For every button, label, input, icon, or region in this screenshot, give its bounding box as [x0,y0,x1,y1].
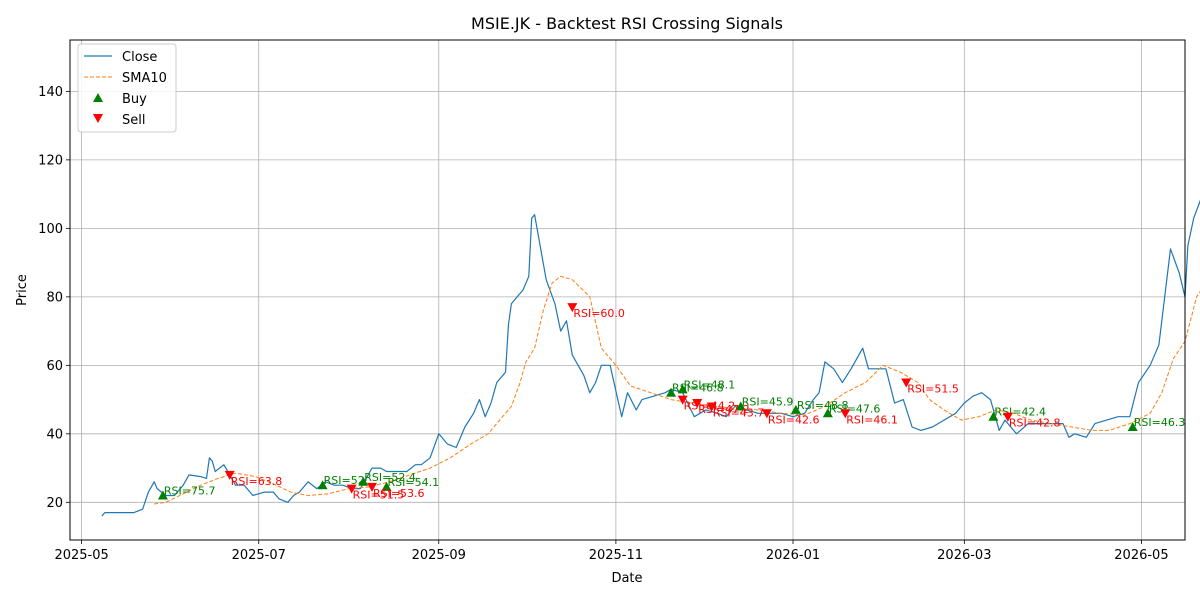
sell-signal-label: RSI=51.5 [907,382,959,395]
buy-marker [666,387,677,397]
x-tick-label: 2025-11 [589,548,643,563]
y-tick-label: 100 [38,222,63,237]
plot-frame [69,39,1186,541]
legend-sell-marker [93,114,103,123]
buy-marker [677,384,688,394]
sell-marker [567,303,578,313]
sell-signal-label: RSI=42.6 [768,413,820,426]
legend-sell-label: Sell [122,113,145,128]
buy-marker [157,490,168,500]
y-tick-label: 40 [46,427,63,442]
buy-signal-label: RSI=52 [324,474,365,487]
sell-signal-label: RSI=43.7 [713,406,765,419]
buy-signal-label: RSI=54.1 [387,476,439,489]
sell-marker [840,409,851,419]
axes: 2025-05 2025-07 2025-09 2025-11 2026-01 2026-… [38,85,1168,563]
buy-marker [381,481,392,491]
sell-signal-label: RSI=53.6 [373,487,425,500]
y-tick-label: 80 [46,290,63,305]
x-tick-label: 2026-01 [766,548,820,563]
buy-marker [1127,421,1138,431]
buy-signal-label: RSI=52.4 [364,471,416,484]
buy-marker [822,408,833,418]
buy-signal-label: RSI=47.6 [829,402,881,415]
sell-marker [706,402,717,412]
buy-signal-label: RSI=48.1 [684,378,736,391]
buy-signal-label: RSI=48.8 [797,399,849,412]
y-tick-label: 140 [38,85,63,100]
buy-signal-label: RSI=75.7 [164,484,216,497]
legend-buy-marker [93,93,103,102]
sell-marker [1002,412,1013,422]
legend-box [77,43,177,133]
sell-signal-label: RSI=60.0 [573,307,625,320]
sell-signal-label: RSI=51.5 [353,489,405,502]
buy-signal-label: RSI=45.9 [742,395,794,408]
legend-sma-label: SMA10 [122,71,167,86]
sma10-line [154,275,1200,505]
x-tick-label: 2026-03 [937,548,991,563]
buy-marker [735,401,746,411]
x-tick-label: 2025-07 [232,548,286,563]
x-tick-label: 2025-05 [54,548,108,563]
legend: Close SMA10 Buy Sell [77,43,177,133]
sell-marker [692,399,703,409]
sell-marker [761,409,772,419]
sell-marker [346,484,357,494]
buy-marker [358,476,369,486]
sell-marker [366,482,377,492]
buy-marker [317,480,328,490]
grid [70,40,1185,540]
y-axis-label: Price [15,274,30,306]
close-price-line [101,199,1200,517]
buy-marker [988,411,999,421]
sell-signal-label: RSI=63.8 [231,475,283,488]
y-tick-label: 60 [46,359,63,374]
legend-close-label: Close [122,50,157,65]
sell-signal-label: RSI=46.1 [846,413,898,426]
sell-marker [677,395,688,405]
chart-title: MSIE.JK - Backtest RSI Crossing Signals [471,14,783,33]
sell-signal-label: RSI=42.8 [1009,417,1061,430]
sell-marker [901,378,912,388]
x-tick-label: 2026-05 [1114,548,1168,563]
buy-signal-label: RSI=46.3 [1134,416,1186,429]
sell-marker [224,470,235,480]
y-tick-label: 120 [38,153,63,168]
legend-buy-label: Buy [122,92,147,107]
y-tick-label: 20 [46,496,63,511]
buy-marker [790,404,801,414]
x-tick-label: 2025-09 [412,548,466,563]
x-axis-label: Date [611,571,642,586]
